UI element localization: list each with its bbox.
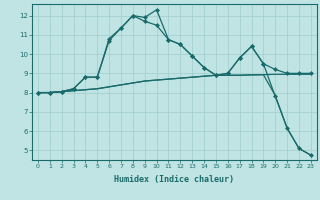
X-axis label: Humidex (Indice chaleur): Humidex (Indice chaleur) [115, 175, 234, 184]
